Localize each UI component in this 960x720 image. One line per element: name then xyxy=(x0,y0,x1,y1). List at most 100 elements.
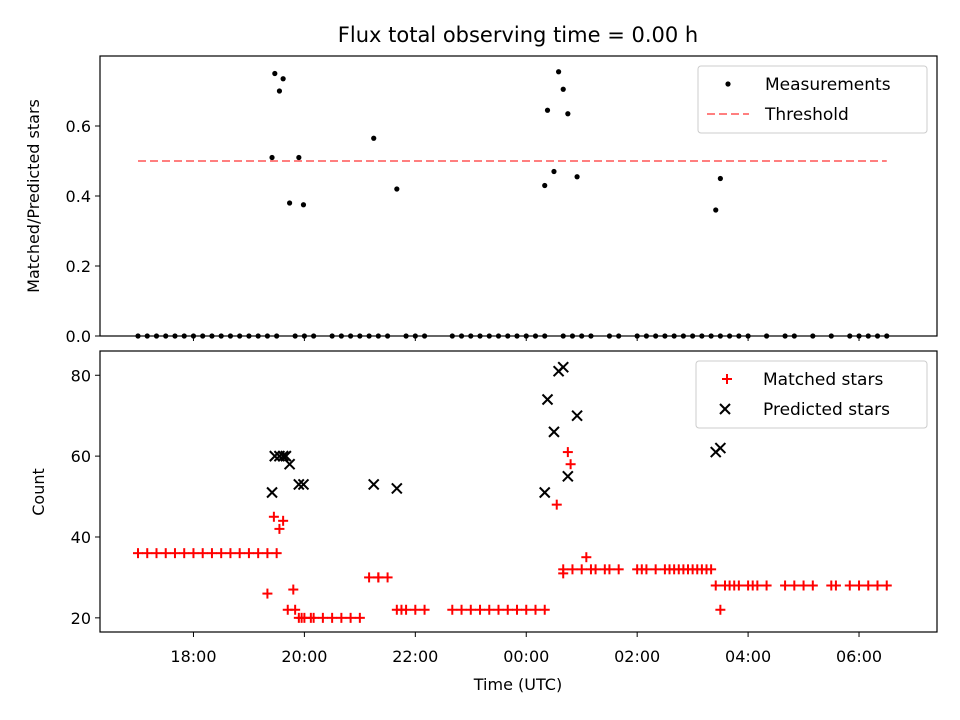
matched-star-point xyxy=(530,604,541,615)
matched-star-point xyxy=(798,580,809,591)
measurement-point xyxy=(542,182,548,189)
predicted-star-point xyxy=(539,486,551,499)
measurement-point xyxy=(272,70,278,77)
matched-star-point xyxy=(590,564,601,575)
matched-star-point xyxy=(382,572,393,583)
matched-star-point xyxy=(789,580,800,591)
matched-star-point xyxy=(613,564,624,575)
matched-star-point xyxy=(336,612,347,623)
matched-star-point xyxy=(692,564,703,575)
matched-star-point xyxy=(710,580,721,591)
matched-star-point xyxy=(551,499,562,510)
bottom-x-ticks: 18:00 20:00 22:00 00:00 02:00 04:00 06:00 xyxy=(170,632,882,666)
matched-star-point xyxy=(872,580,883,591)
bottom-legend: Matched stars Predicted stars xyxy=(695,360,928,429)
matched-star-point xyxy=(271,548,282,559)
predicted-star-point xyxy=(269,450,281,462)
matched-star-point xyxy=(673,564,684,575)
matched-star-point xyxy=(863,580,874,591)
bottom-plot-area xyxy=(133,361,892,623)
measurement-point xyxy=(280,76,286,82)
bottom-y-axis-label: Count xyxy=(29,468,48,516)
measurement-point xyxy=(296,154,302,161)
matched-star-point xyxy=(410,604,421,615)
matched-star-point xyxy=(761,580,772,591)
measurement-point xyxy=(574,174,580,180)
top-y-axis-label: Matched/Predicted stars xyxy=(24,99,43,293)
top-x-ticks xyxy=(192,336,860,341)
top-plot-area xyxy=(135,69,890,339)
matched-star-point xyxy=(484,604,495,615)
matched-star-point xyxy=(562,447,573,458)
bottom-x-tick-label: 02:00 xyxy=(614,647,660,666)
matched-star-point xyxy=(558,568,569,579)
measurement-point xyxy=(276,88,283,94)
predicted-star-point xyxy=(277,450,289,462)
matched-star-point xyxy=(278,515,289,526)
matched-star-point xyxy=(282,604,293,615)
matched-star-point xyxy=(854,580,865,591)
matched-star-point xyxy=(274,523,285,534)
matched-star-point xyxy=(701,564,712,575)
predicted-star-point xyxy=(541,393,554,406)
matched-star-point xyxy=(188,548,199,559)
matched-star-point xyxy=(268,511,279,522)
measurement-point xyxy=(394,186,400,192)
matched-star-point xyxy=(493,604,504,615)
matched-star-point xyxy=(373,572,384,583)
measurement-point xyxy=(560,86,566,92)
matched-star-point xyxy=(216,548,227,559)
matched-star-point xyxy=(664,564,675,575)
matched-star-point xyxy=(599,564,610,575)
matched-star-point xyxy=(729,580,740,591)
bottom-x-axis-label: Time (UTC) xyxy=(473,675,562,694)
matched-star-point xyxy=(151,548,162,559)
matched-star-point xyxy=(780,580,791,591)
matched-star-point xyxy=(419,604,430,615)
matched-star-point xyxy=(234,548,245,559)
legend-matched-label: Matched stars xyxy=(763,370,883,390)
top-panel: 0.0 0.2 0.4 0.6 Matched/Predicted stars Mea… xyxy=(24,55,938,346)
measurement-point xyxy=(287,200,293,206)
matched-star-point xyxy=(475,604,486,615)
matched-star-point xyxy=(288,584,299,595)
matched-star-point xyxy=(567,564,578,575)
matched-star-point xyxy=(396,604,407,615)
measurement-point xyxy=(717,175,723,182)
bottom-x-tick-label: 04:00 xyxy=(725,647,771,666)
legend-measurements-label: Measurements xyxy=(765,75,891,95)
matched-star-point xyxy=(565,459,576,470)
chart-title: Flux total observing time = 0.00 h xyxy=(338,23,698,47)
matched-star-point xyxy=(142,548,153,559)
bottom-y-tick-label: 60 xyxy=(71,447,91,466)
bottom-x-tick-label: 20:00 xyxy=(281,647,327,666)
matched-star-point xyxy=(179,548,190,559)
matched-star-point xyxy=(364,572,375,583)
matched-star-point xyxy=(581,552,592,563)
bottom-y-tick-label: 80 xyxy=(71,366,91,385)
predicted-star-point xyxy=(297,478,310,491)
matched-star-point xyxy=(345,612,356,623)
predicted-star-point xyxy=(280,450,292,462)
predicted-star-point xyxy=(571,409,583,422)
bottom-x-tick-label: 06:00 xyxy=(836,647,882,666)
matched-star-point xyxy=(844,580,855,591)
matched-star-point xyxy=(830,580,841,591)
matched-star-point xyxy=(160,548,171,559)
matched-star-point xyxy=(650,564,661,575)
matched-star-point xyxy=(305,612,316,623)
matched-star-point xyxy=(243,548,254,559)
predicted-star-point xyxy=(368,478,380,491)
measurement-point xyxy=(269,154,275,161)
top-legend: Measurements Threshold xyxy=(697,65,928,134)
matched-star-point xyxy=(296,612,307,623)
matched-star-point xyxy=(447,604,458,615)
predicted-star-point xyxy=(391,482,403,495)
matched-star-point xyxy=(636,564,647,575)
top-y-tick-label: 0.4 xyxy=(66,187,91,206)
bottom-panel: 20 40 60 80 18:00 20:00 22:00 00:00 02:00 04:00 0… xyxy=(29,350,938,694)
matched-star-point xyxy=(253,548,264,559)
measurement-point xyxy=(565,111,571,117)
measurement-point xyxy=(300,202,307,208)
matched-star-point xyxy=(317,612,328,623)
